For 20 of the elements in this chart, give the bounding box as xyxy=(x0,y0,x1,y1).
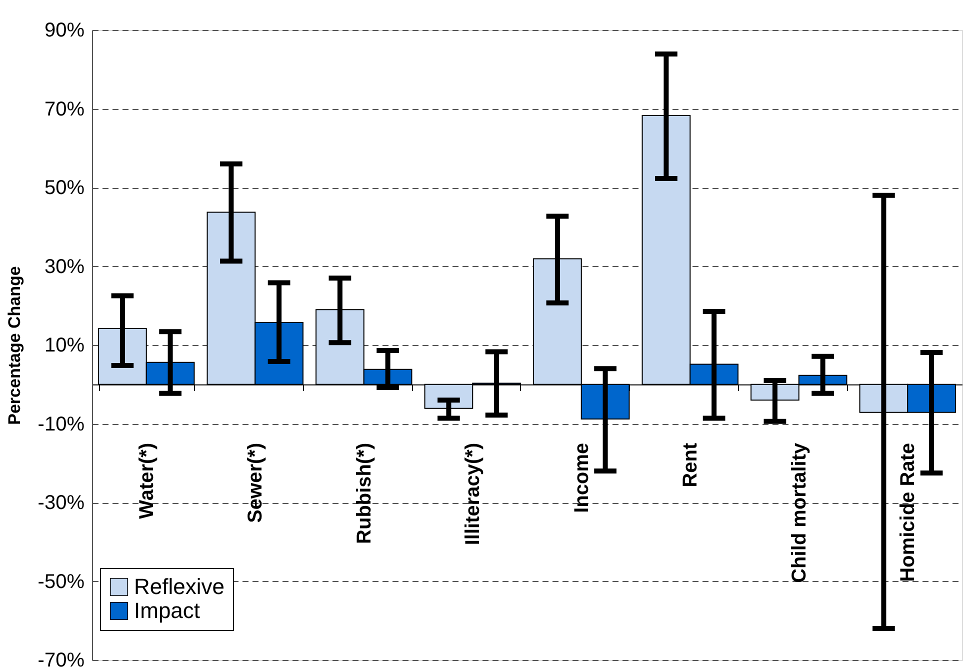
x-tick-label: Child mortality xyxy=(788,442,810,583)
legend-label: Impact xyxy=(134,598,200,623)
y-axis-title: Percentage Change xyxy=(4,266,24,425)
y-tick-label: -30% xyxy=(38,492,85,514)
y-tick-label: 50% xyxy=(44,177,85,199)
x-tick-label: Water(*) xyxy=(136,442,158,519)
legend-label: Reflexive xyxy=(134,574,224,599)
y-tick-label: 90% xyxy=(44,20,85,42)
x-tick-label: Illiteracy(*) xyxy=(462,442,484,546)
y-tick-label: 30% xyxy=(44,256,85,278)
x-tick-label: Sewer(*) xyxy=(244,442,267,523)
y-tick-label: -50% xyxy=(38,570,85,593)
x-tick-label: Income xyxy=(570,442,593,513)
x-tick-label: Rent xyxy=(680,442,702,488)
y-tick-label: -70% xyxy=(38,650,85,669)
y-tick-label: 70% xyxy=(44,98,85,120)
x-tick-label: Rubbish(*) xyxy=(353,442,376,544)
y-tick-label: -10% xyxy=(38,413,85,436)
y-tick-label: 10% xyxy=(44,334,85,356)
x-tick-label: Homicide Rate xyxy=(897,442,920,582)
